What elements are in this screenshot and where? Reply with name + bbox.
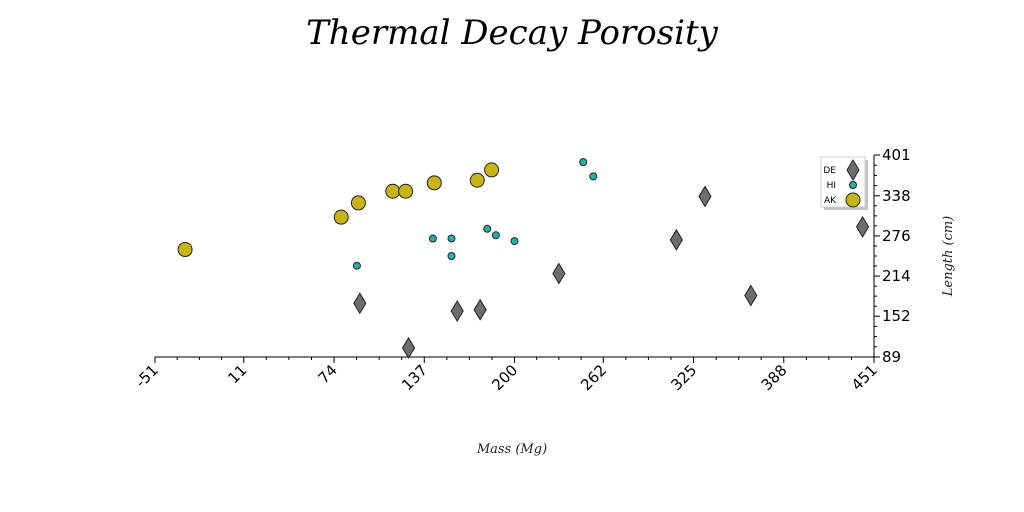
y-tick-label: 401 [882,146,911,164]
data-point-ak [469,172,485,188]
data-point-de [855,215,870,238]
data-point-hi [428,234,437,243]
data-point-ak [177,242,193,258]
legend-marker-hi [849,181,857,189]
legend-label: DE [823,166,836,176]
y-axis-label: Length (cm) [941,216,956,298]
x-tick-label: 325 [667,361,700,394]
series-hi [352,158,598,270]
x-axis-label: Mass (Mg) [476,442,547,457]
data-point-hi [447,252,456,260]
y-axis: 89 152 214 276 338 401 [873,146,911,366]
data-point-ak [484,162,500,178]
series-de [353,185,870,359]
data-point-de [401,336,416,359]
legend-marker-ak [845,192,861,208]
data-point-ak [426,175,442,191]
data-point-de [698,185,712,208]
x-tick-label: 74 [315,361,341,387]
data-point-de [744,284,758,307]
data-point-hi [491,231,500,240]
data-point-hi [589,172,598,181]
data-point-hi [447,234,456,243]
data-point-de [669,228,683,251]
data-point-ak [350,195,366,211]
data-point-de [450,300,464,323]
y-tick-label: 89 [882,348,901,366]
x-axis: -51 11 74 137 200 262 325 388 451 [132,356,881,394]
data-point-ak [398,183,414,199]
data-point-hi [579,158,588,167]
x-tick-label: 451 [848,361,881,394]
y-tick-label: 338 [882,187,911,205]
data-point-de [473,298,487,321]
data-series-layer [177,158,870,359]
legend-marker-de [846,159,860,181]
chart-title: Thermal Decay Porosity [306,13,719,53]
data-point-de [552,262,566,285]
legend-label: HI [827,181,836,191]
data-point-hi [352,261,361,270]
data-point-de [353,292,367,315]
x-tick-label: 11 [224,361,250,387]
x-tick-label: 200 [488,361,521,394]
x-tick-label: -51 [132,361,162,391]
data-point-hi [510,237,519,246]
x-tick-label: 262 [577,361,610,394]
legend: DE HI AK [820,156,868,210]
data-point-hi [483,224,492,233]
data-point-ak [333,209,349,225]
x-tick-label: 388 [758,361,791,394]
series-ak [177,162,500,258]
y-tick-label: 152 [882,307,911,325]
legend-label: AK [824,196,837,206]
x-tick-label: 137 [398,361,431,394]
y-tick-label: 214 [882,267,911,285]
data-point-ak [385,183,401,199]
y-tick-label: 276 [882,227,911,245]
